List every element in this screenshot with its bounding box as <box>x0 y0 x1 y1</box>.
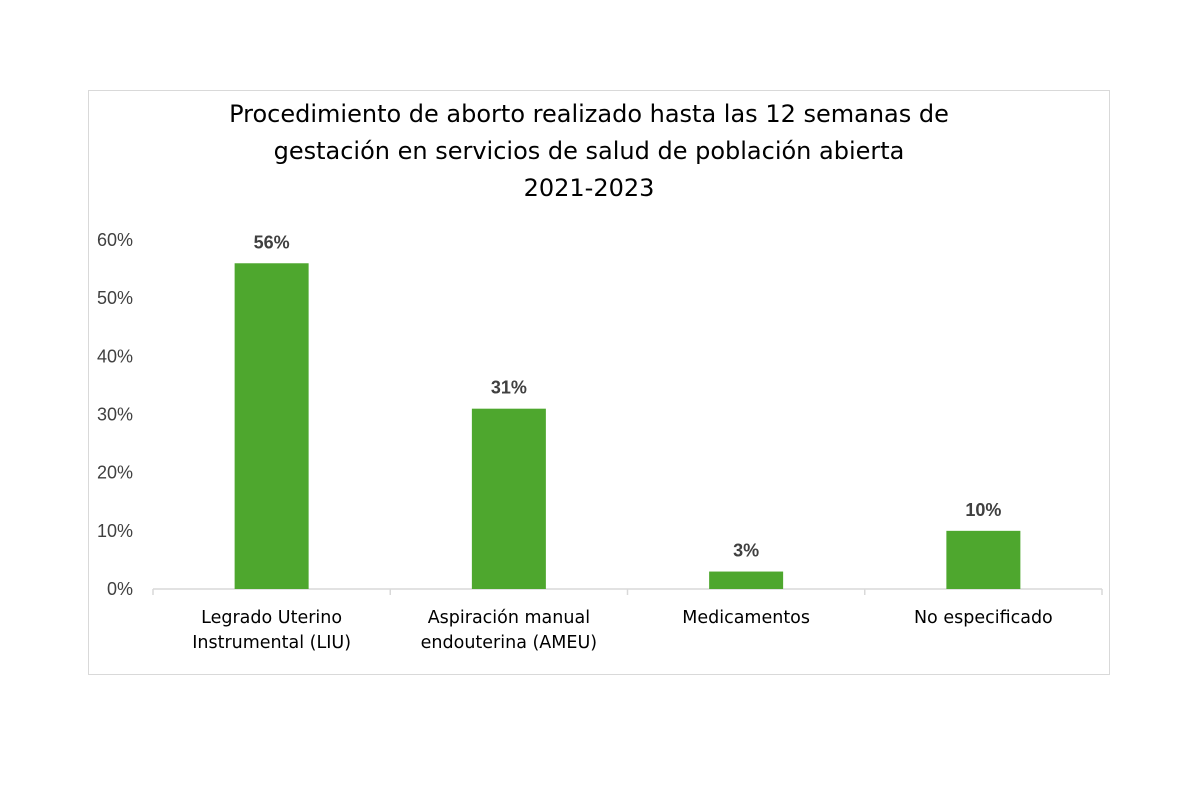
bar <box>946 530 1021 589</box>
chart-title-line-1: Procedimiento de aborto realizado hasta … <box>229 100 949 128</box>
data-label: 31% <box>491 378 527 398</box>
chart-title: Procedimiento de aborto realizado hasta … <box>88 96 1090 207</box>
y-tick-label: 60% <box>97 230 133 250</box>
y-tick-label: 30% <box>97 405 133 425</box>
y-tick-label: 40% <box>97 346 133 366</box>
category-label: Aspiración manual <box>428 608 590 628</box>
category-label: No especificado <box>914 608 1053 628</box>
bar <box>709 571 784 589</box>
bar <box>234 263 309 589</box>
data-label: 56% <box>254 232 290 252</box>
y-tick-label: 0% <box>107 579 133 599</box>
bar <box>471 408 546 589</box>
chart-title-line-3: 2021-2023 <box>523 174 655 202</box>
y-tick-label: 10% <box>97 521 133 541</box>
category-label: Legrado Uterino <box>201 608 342 628</box>
category-label: Medicamentos <box>682 608 810 628</box>
category-label: Instrumental (LIU) <box>192 633 351 653</box>
chart-title-line-2: gestación en servicios de salud de pobla… <box>273 137 905 165</box>
category-label: endouterina (AMEU) <box>421 633 597 653</box>
y-tick-label: 20% <box>97 463 133 483</box>
y-tick-label: 50% <box>97 288 133 308</box>
data-label: 10% <box>965 500 1001 520</box>
data-label: 3% <box>733 541 759 561</box>
